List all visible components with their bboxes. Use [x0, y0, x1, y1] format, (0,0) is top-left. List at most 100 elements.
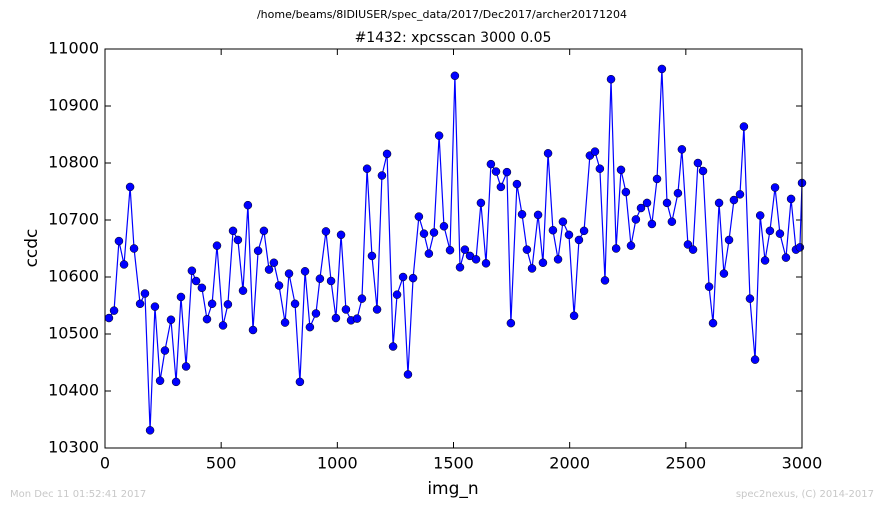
data-point [647, 219, 657, 229]
x-axis-label: img_n [427, 479, 478, 499]
data-point [455, 263, 465, 272]
data-point [377, 171, 387, 180]
data-point [331, 313, 341, 323]
y-tick-label: 10900 [48, 96, 99, 115]
data-point [336, 230, 346, 240]
data-point [109, 306, 119, 315]
data-point [305, 322, 315, 332]
data-point [187, 266, 197, 275]
data-point [476, 198, 486, 208]
data-point [191, 276, 201, 286]
data-point [274, 281, 284, 290]
data-point [181, 362, 191, 371]
data-point [445, 245, 455, 255]
y-tick-label: 10800 [48, 153, 99, 172]
data-point [150, 302, 160, 311]
data-point [760, 256, 770, 265]
data-point [207, 299, 217, 309]
data-point [636, 203, 646, 213]
data-point [719, 269, 729, 278]
data-point [677, 145, 687, 154]
data-point [372, 305, 382, 314]
data-point [398, 272, 408, 282]
data-point [522, 245, 532, 254]
data-point [558, 217, 568, 226]
data-point [114, 236, 124, 246]
x-tick-label: 500 [206, 454, 237, 473]
data-point [280, 318, 290, 327]
data-point [683, 240, 693, 249]
data-point [311, 309, 321, 318]
data-line [108, 68, 803, 431]
data-point [533, 210, 543, 220]
data-point [434, 131, 444, 140]
y-tick-label: 10500 [48, 324, 99, 343]
data-point [543, 149, 553, 158]
x-tick-label: 0 [100, 454, 110, 473]
data-point [481, 259, 491, 268]
footer-right: spec2nexus, (C) 2014-2017 [736, 489, 874, 500]
data-point [223, 300, 233, 309]
data-point [579, 226, 589, 236]
x-tick-label: 1500 [433, 454, 474, 473]
data-point [708, 318, 718, 328]
data-point [662, 198, 672, 208]
data-point [735, 190, 745, 199]
data-point [590, 147, 600, 156]
data-point [264, 265, 274, 274]
x-tick-label: 3000 [782, 454, 823, 473]
data-point [176, 292, 186, 302]
data-point [321, 227, 331, 236]
data-point [765, 226, 775, 236]
data-point [642, 198, 652, 208]
data-point [491, 167, 501, 176]
y-axis-label: ccdc [22, 229, 42, 268]
chart-title: #1432: xpcsscan 3000 0.05 [355, 30, 552, 46]
data-point [171, 377, 181, 387]
data-point [786, 194, 796, 204]
data-point [775, 229, 785, 238]
data-point [166, 315, 176, 324]
data-point [657, 64, 667, 74]
data-point [259, 226, 269, 236]
data-point [414, 212, 424, 221]
data-point [569, 311, 579, 321]
data-point [770, 183, 780, 192]
data-point [315, 274, 325, 283]
data-point [652, 174, 662, 184]
data-point [745, 294, 755, 303]
data-point [486, 159, 496, 169]
data-point [538, 258, 548, 267]
data-point [600, 276, 610, 285]
y-tick-label: 10700 [48, 210, 99, 229]
data-point [300, 267, 310, 276]
x-tick-label: 2500 [665, 454, 706, 473]
data-point [125, 182, 135, 192]
data-point [202, 314, 212, 324]
data-point [548, 226, 558, 235]
data-point [755, 211, 765, 220]
y-tick-label: 10600 [48, 267, 99, 286]
data-point [606, 74, 616, 84]
plot-frame [104, 48, 803, 449]
y-tick-label: 11000 [48, 39, 99, 58]
data-point [326, 276, 336, 286]
data-point [611, 244, 621, 253]
y-tick-label: 10300 [48, 438, 99, 457]
data-point [574, 235, 584, 245]
data-point [496, 182, 506, 192]
data-point [290, 299, 300, 309]
data-point [506, 318, 516, 328]
data-point [382, 149, 392, 159]
data-point [357, 294, 367, 303]
data-point [631, 215, 641, 224]
data-point [135, 299, 145, 309]
data-point [626, 241, 636, 250]
data-point [408, 273, 418, 283]
data-point [140, 289, 150, 298]
data-point [502, 167, 512, 177]
data-point [352, 314, 362, 323]
data-point [517, 210, 527, 219]
data-point [238, 286, 248, 295]
data-point [388, 342, 398, 351]
